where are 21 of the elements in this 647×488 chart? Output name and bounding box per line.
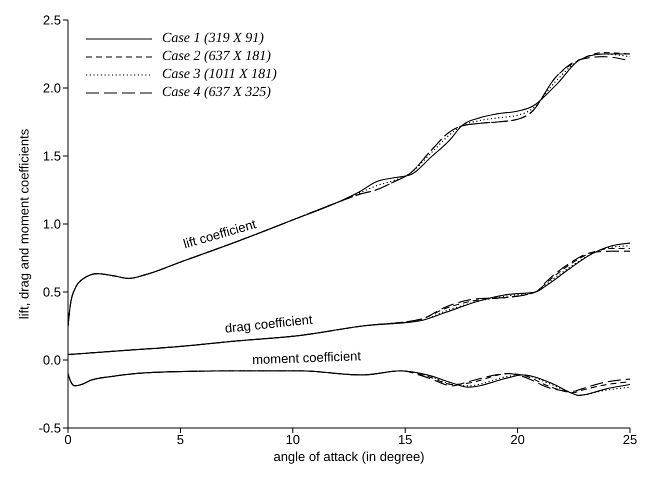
legend-label: Case 4 (637 X 325) — [162, 85, 271, 101]
x-tick-label: 15 — [398, 432, 412, 448]
y-axis-title: lift, drag and moment coefficients — [16, 128, 32, 320]
x-tick-label: 20 — [510, 432, 525, 448]
y-tick-label: 1.5 — [42, 148, 61, 164]
y-tick-label: -0.5 — [38, 420, 61, 436]
y-tick-label: 2.0 — [42, 80, 61, 96]
x-tick-label: 0 — [64, 432, 72, 448]
y-tick-label: 0.5 — [42, 284, 61, 300]
annotation: moment coefficient — [252, 348, 362, 368]
y-tick-label: 2.5 — [42, 12, 61, 28]
legend-label: Case 2 (637 X 181) — [162, 49, 271, 65]
annotation: drag coefficient — [224, 312, 314, 336]
legend-label: Case 3 (1011 X 181) — [162, 67, 277, 83]
x-tick-label: 25 — [622, 432, 638, 448]
y-tick-label: 1.0 — [42, 216, 61, 232]
x-tick-label: 5 — [176, 432, 184, 448]
x-axis-title: angle of attack (in degree) — [273, 449, 425, 464]
legend-label: Case 1 (319 X 91) — [162, 31, 264, 47]
x-tick-label: 10 — [286, 432, 300, 448]
y-tick-label: 0.0 — [42, 352, 61, 368]
